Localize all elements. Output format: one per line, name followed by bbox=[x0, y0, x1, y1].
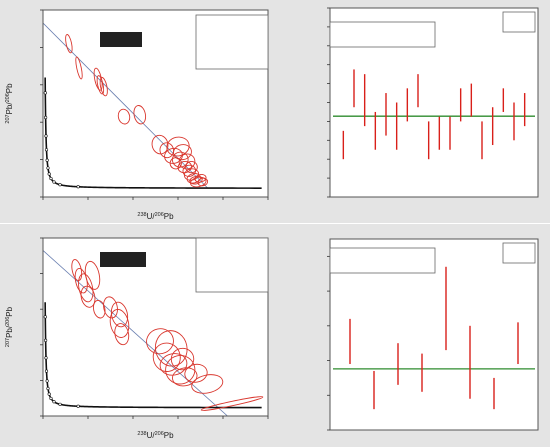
x-axis-label: 238U/206Pb bbox=[137, 431, 174, 440]
error-ellipse bbox=[159, 353, 188, 376]
age-chart-b bbox=[285, 0, 550, 223]
error-ellipse bbox=[114, 323, 130, 346]
error-ellipse bbox=[109, 308, 130, 338]
error-ellipse bbox=[189, 175, 203, 185]
plot-frame bbox=[42, 237, 269, 417]
error-ellipse bbox=[110, 301, 129, 328]
concordia-age-point bbox=[44, 356, 48, 360]
concordia-age-point bbox=[76, 404, 80, 408]
concordia-panel-a: 238U/206Pb 207Pb/206Pb bbox=[0, 0, 285, 223]
error-ellipse bbox=[84, 260, 101, 290]
concordia-age-point bbox=[44, 148, 49, 152]
concordia-age-point bbox=[44, 115, 48, 120]
concordia-age-point bbox=[49, 176, 53, 181]
mean-box bbox=[329, 21, 436, 48]
concordia-age-point bbox=[52, 180, 56, 184]
concordia-age-point bbox=[58, 402, 62, 406]
concordia-age-point bbox=[47, 172, 51, 176]
age-panel-d bbox=[285, 224, 550, 447]
mean-box bbox=[329, 247, 436, 274]
error-ellipse bbox=[117, 108, 131, 125]
error-ellipse bbox=[185, 161, 198, 174]
error-ellipse bbox=[173, 144, 192, 161]
error-ellipse bbox=[194, 174, 207, 183]
intercept-box bbox=[195, 14, 269, 70]
error-ellipse bbox=[200, 396, 264, 411]
panel-label-box bbox=[502, 11, 536, 33]
plot-layer bbox=[43, 22, 262, 189]
sample-tag-box bbox=[100, 252, 146, 267]
error-ellipse bbox=[103, 296, 118, 319]
intercept-box bbox=[195, 237, 269, 293]
error-ellipse bbox=[78, 273, 94, 303]
concordia-age-point bbox=[52, 400, 56, 404]
concordia-age-point bbox=[43, 91, 47, 95]
concordia-age-point bbox=[46, 386, 50, 391]
error-ellipse bbox=[99, 77, 108, 97]
concordia-age-point bbox=[43, 315, 47, 319]
concordia-age-point bbox=[47, 392, 51, 396]
plot-layer bbox=[43, 250, 264, 416]
panel-label-box bbox=[502, 242, 536, 264]
plot-frame bbox=[329, 238, 539, 431]
error-ellipse bbox=[172, 367, 198, 387]
error-ellipse bbox=[190, 176, 207, 188]
error-ellipse bbox=[96, 75, 105, 95]
error-ellipse bbox=[80, 285, 96, 308]
age-panel-b bbox=[285, 0, 550, 223]
error-ellipse bbox=[197, 177, 209, 187]
error-ellipse bbox=[165, 355, 196, 385]
error-ellipse bbox=[166, 136, 190, 157]
concordia-age-point bbox=[49, 396, 53, 401]
error-ellipse bbox=[146, 328, 174, 355]
error-ellipse bbox=[170, 347, 195, 371]
concordia-age-point bbox=[45, 158, 49, 162]
y-axis-label: 207Pb/206Pb bbox=[5, 83, 14, 124]
concordia-age-point bbox=[45, 379, 49, 383]
error-ellipse bbox=[75, 56, 83, 80]
discordia-line bbox=[43, 250, 228, 416]
age-chart-d bbox=[285, 224, 550, 447]
y-axis-label: 207Pb/206Pb bbox=[5, 306, 14, 347]
concordia-chart-c: 238U/206Pb 207Pb/206Pb bbox=[0, 224, 285, 447]
error-ellipse bbox=[133, 105, 147, 125]
error-ellipse bbox=[164, 147, 183, 164]
plot-frame bbox=[42, 9, 269, 198]
error-ellipse bbox=[154, 330, 188, 367]
concordia-age-point bbox=[44, 369, 49, 373]
concordia-chart-a: 238U/206Pb 207Pb/206Pb bbox=[0, 0, 285, 223]
concordia-age-point bbox=[58, 183, 62, 187]
error-ellipse bbox=[184, 363, 208, 383]
concordia-age-point bbox=[44, 134, 48, 138]
error-ellipse bbox=[92, 299, 106, 319]
concordia-panel-c: 238U/206Pb 207Pb/206Pb bbox=[0, 224, 285, 447]
error-ellipse bbox=[65, 34, 73, 54]
error-ellipse bbox=[159, 142, 174, 159]
concordia-age-point bbox=[44, 338, 48, 342]
error-ellipse bbox=[169, 157, 182, 170]
sample-tag-box bbox=[100, 32, 142, 47]
concordia-age-point bbox=[46, 166, 50, 170]
error-ellipse bbox=[191, 374, 224, 394]
x-axis-label: 238U/206Pb bbox=[137, 212, 174, 221]
concordia-age-point bbox=[76, 185, 80, 189]
error-ellipse bbox=[178, 153, 196, 170]
